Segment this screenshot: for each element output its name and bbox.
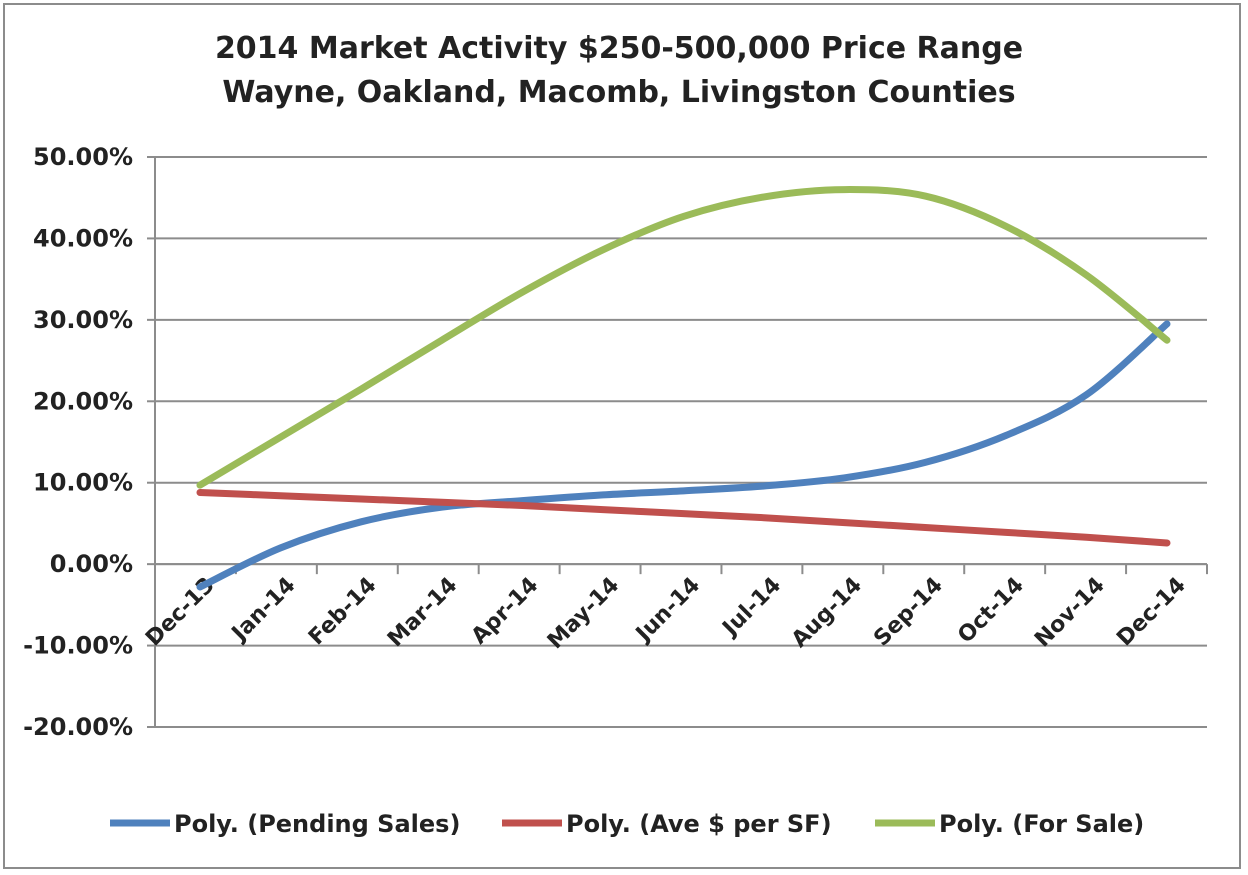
y-tick-label: 50.00% xyxy=(33,143,133,171)
x-tick-label: Nov-14 xyxy=(1030,573,1110,653)
legend-label: Poly. (Ave $ per SF) xyxy=(566,810,832,838)
y-axis-ticks: 50.00% 40.00% 30.00% 20.00% 10.00% 0.00% -10.0… xyxy=(23,143,133,741)
y-tick-label: 40.00% xyxy=(33,224,133,252)
x-tick-label: Aug-14 xyxy=(787,573,867,653)
chart-title: 2014 Market Activity $250-500,000 Price … xyxy=(215,31,1023,66)
y-tick-label: 10.00% xyxy=(33,469,133,497)
x-tick-label: Jul-14 xyxy=(717,573,786,642)
y-tick-label: 0.00% xyxy=(50,550,133,578)
x-tick-label: Mar-14 xyxy=(383,573,462,652)
x-tick-label: Dec-14 xyxy=(1112,573,1190,651)
y-tick-label: -20.00% xyxy=(23,713,133,741)
x-tick-label: May-14 xyxy=(543,573,624,654)
series-line-2 xyxy=(196,488,1171,547)
legend-label: Poly. (Pending Sales) xyxy=(174,810,460,838)
x-tick-label: Apr-14 xyxy=(467,573,544,650)
legend: Poly. (Pending Sales) Poly. (Ave $ per SF… xyxy=(110,810,1144,838)
y-tick-label: 20.00% xyxy=(33,387,133,415)
chart-subtitle: Wayne, Oakland, Macomb, Livingston Count… xyxy=(222,75,1015,110)
y-tick-label: -10.00% xyxy=(23,632,133,660)
series-line-3 xyxy=(196,186,1171,489)
x-tick-label: Oct-14 xyxy=(953,573,1029,649)
x-tick-label: Feb-14 xyxy=(304,573,381,650)
legend-label: Poly. (For Sale) xyxy=(939,810,1144,838)
x-axis: Dec-13 Jan-14 Feb-14 Mar-14 Apr-14 May-14 Jun-… xyxy=(141,563,1208,654)
x-tick-label: Sep-14 xyxy=(869,573,948,652)
chart-frame xyxy=(3,3,1241,869)
x-tick-label: Jan-14 xyxy=(226,573,301,648)
x-tick-label: Jun-14 xyxy=(630,573,705,648)
series-lines xyxy=(196,186,1171,591)
series-line-1 xyxy=(196,320,1171,591)
y-tick-label: 30.00% xyxy=(33,306,133,334)
